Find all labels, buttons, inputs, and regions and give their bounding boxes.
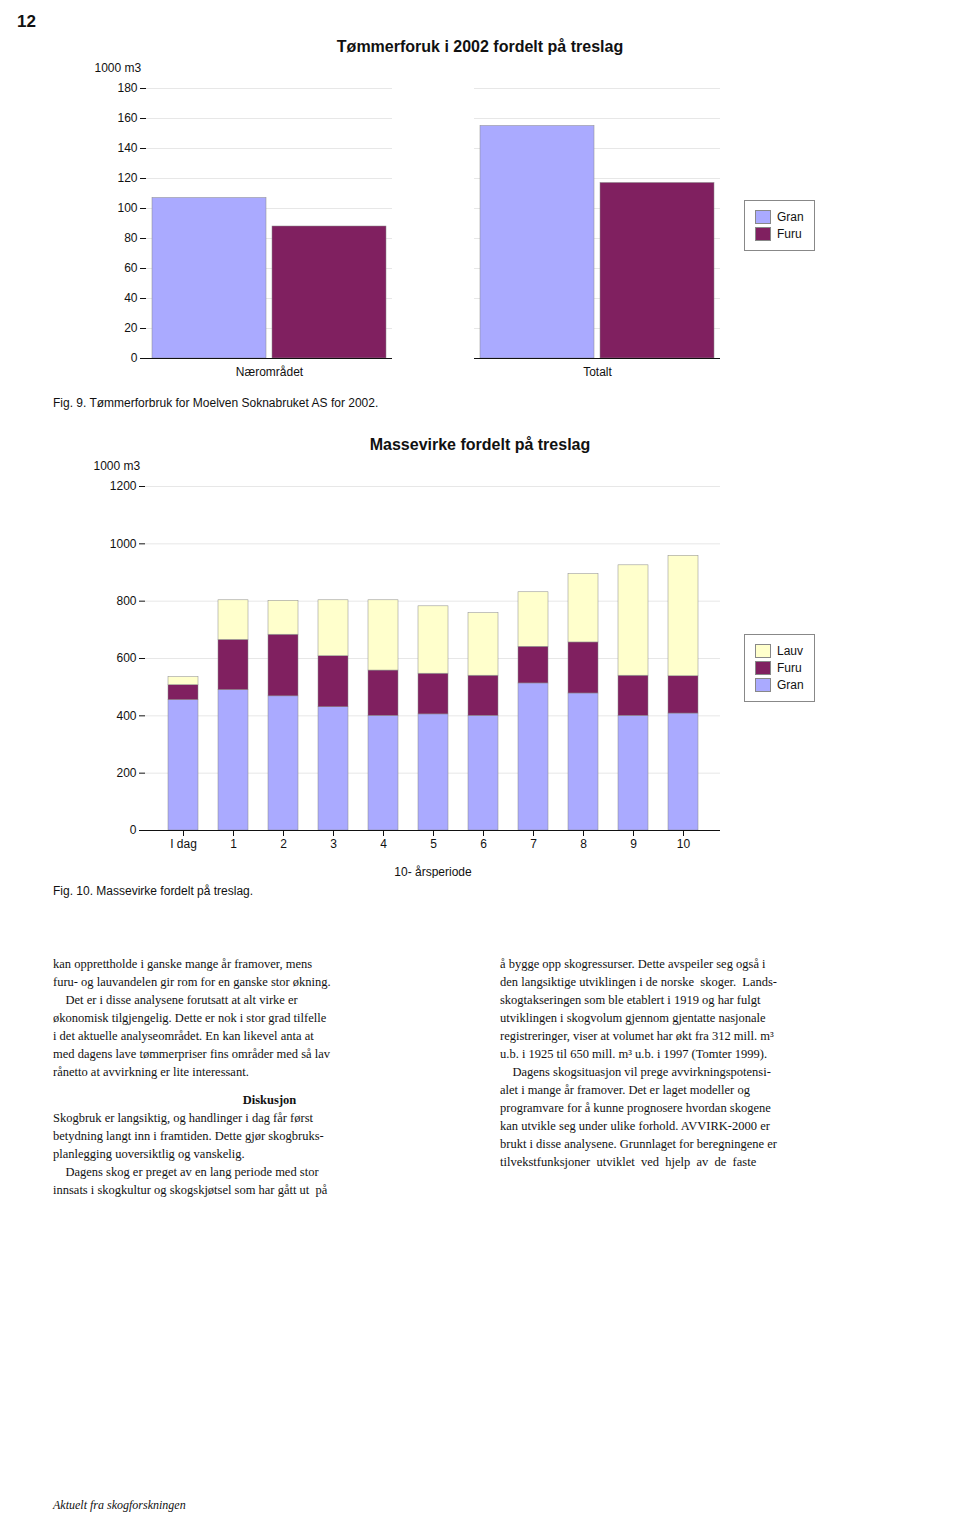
html-text:innsats i skogkultur og skogsk: innsats i skogkultur og skogskjøtsel som… xyxy=(53,1183,328,1197)
svg-text:0: 0 xyxy=(131,351,138,365)
svg-text:I dag: I dag xyxy=(170,837,197,851)
svg-text:20: 20 xyxy=(124,321,138,335)
html-text:å bygge opp skogressurser. Det: å bygge opp skogressurser. Dette avspeil… xyxy=(500,957,766,971)
html-text:den langsiktige utviklingen i: den langsiktige utviklingen i de norske … xyxy=(500,975,777,989)
html-text:Gran: Gran xyxy=(777,678,804,692)
svg-text:60: 60 xyxy=(124,261,138,275)
svg-text:Nærområdet: Nærområdet xyxy=(236,365,304,379)
svg-text:Totalt: Totalt xyxy=(583,365,612,379)
html-text:med dagens lave tømmerpriser f: med dagens lave tømmerpriser fins område… xyxy=(53,1047,330,1061)
html-text:registreringer, viser at volum: registreringer, viser at volumet har økt… xyxy=(500,1029,774,1043)
html-text:Skogbruk er langsiktig, og han: Skogbruk er langsiktig, og handlinger i … xyxy=(53,1111,313,1125)
svg-text:1: 1 xyxy=(230,837,237,851)
svg-text:800: 800 xyxy=(116,594,136,608)
html-text:Fig. 9. Tømmerforbruk for Moel: Fig. 9. Tømmerforbruk for Moelven Soknab… xyxy=(53,396,379,410)
svg-text:5: 5 xyxy=(430,837,437,851)
svg-text:7: 7 xyxy=(530,837,537,851)
svg-text:200: 200 xyxy=(116,766,136,780)
html-text:u.b. i 1925 til 650 mill. m³ u: u.b. i 1925 til 650 mill. m³ u.b. i 1997… xyxy=(500,1047,768,1061)
svg-text:4: 4 xyxy=(380,837,387,851)
svg-text:1000 m3: 1000 m3 xyxy=(94,459,141,473)
html-text:Dagens skogsituasjon vil prege: Dagens skogsituasjon vil prege avvirknin… xyxy=(500,1065,771,1079)
html-text:12: 12 xyxy=(17,12,36,31)
svg-text:600: 600 xyxy=(116,651,136,665)
svg-text:80: 80 xyxy=(124,231,138,245)
html-text:Fig. 10. Massevirke fordelt på: Fig. 10. Massevirke fordelt på treslag. xyxy=(53,884,254,898)
svg-text:1000: 1000 xyxy=(110,537,137,551)
html-text:økonomisk tilgjengelig. Dette: økonomisk tilgjengelig. Dette er nok i s… xyxy=(53,1011,327,1025)
html-text:Diskusjon: Diskusjon xyxy=(242,1093,297,1107)
html-text:Furu: Furu xyxy=(777,661,802,675)
html-text:kan opprettholde i ganske mang: kan opprettholde i ganske mange år framo… xyxy=(53,957,313,971)
svg-text:1000 m3: 1000 m3 xyxy=(95,61,142,75)
svg-text:10: 10 xyxy=(677,837,691,851)
html-text:alet i mange år framover. Det: alet i mange år framover. Det er laget m… xyxy=(500,1083,750,1097)
svg-text:40: 40 xyxy=(124,291,138,305)
html-text:Aktuelt fra skogforskningen: Aktuelt fra skogforskningen xyxy=(53,1498,186,1512)
svg-text:160: 160 xyxy=(117,111,137,125)
html-text:Dagens skog er preget av en la: Dagens skog er preget av en lang periode… xyxy=(53,1165,319,1179)
html-text:kan utvikle seg under ulike fo: kan utvikle seg under ulike forhold. AVV… xyxy=(500,1119,770,1133)
html-text:Det er i disse analysene forut: Det er i disse analysene forutsatt at al… xyxy=(53,993,298,1007)
svg-text:10- årsperiode: 10- årsperiode xyxy=(394,865,472,879)
svg-text:8: 8 xyxy=(580,837,587,851)
html-text:Gran: Gran xyxy=(777,209,804,224)
html-text:planlegging uoversiktlig og va: planlegging uoversiktlig og vanskelig. xyxy=(53,1147,245,1161)
svg-text:2: 2 xyxy=(280,837,287,851)
html-text:Tømmerforuk i 2002 fordelt på: Tømmerforuk i 2002 fordelt på treslag xyxy=(336,38,624,55)
svg-text:400: 400 xyxy=(116,709,136,723)
html-text:Furu: Furu xyxy=(777,226,802,241)
html-text:Massevirke fordelt på treslag: Massevirke fordelt på treslag xyxy=(369,436,591,453)
html-text:Lauv: Lauv xyxy=(777,644,803,658)
html-text:i det aktuelle analyseområdet.: i det aktuelle analyseområdet. En kan li… xyxy=(53,1029,314,1043)
html-text:programvare for å kunne progno: programvare for å kunne prognosere hvord… xyxy=(500,1101,771,1115)
svg-text:140: 140 xyxy=(117,141,137,155)
svg-text:9: 9 xyxy=(630,837,637,851)
html-text:betydning langt inn i framtide: betydning langt inn i framtiden. Dette g… xyxy=(53,1129,324,1143)
svg-text:120: 120 xyxy=(117,171,137,185)
svg-text:180: 180 xyxy=(117,81,137,95)
svg-text:3: 3 xyxy=(330,837,337,851)
html-text:tilvekstfunksjoner utviklet ve: tilvekstfunksjoner utviklet ved hjelp av… xyxy=(500,1155,757,1169)
html-text:brukt i disse analysene. Grunn: brukt i disse analysene. Grunnlaget for … xyxy=(500,1137,777,1151)
html-text:utviklingen i skogvolum gjenno: utviklingen i skogvolum gjennom gjentatt… xyxy=(500,1011,766,1025)
svg-text:100: 100 xyxy=(117,201,137,215)
svg-text:1200: 1200 xyxy=(110,479,137,493)
html-text:skogtakseringen som ble etable: skogtakseringen som ble etablert i 1919 … xyxy=(500,993,761,1007)
html-text:furu- og lauvandelen gir rom f: furu- og lauvandelen gir rom for en gans… xyxy=(53,975,331,989)
svg-text:0: 0 xyxy=(130,823,137,837)
svg-text:6: 6 xyxy=(480,837,487,851)
html-text:rånetto at avvirkning er lite: rånetto at avvirkning er lite interessan… xyxy=(53,1065,249,1079)
